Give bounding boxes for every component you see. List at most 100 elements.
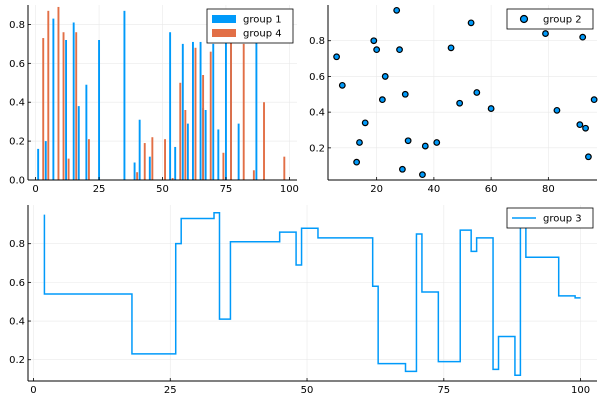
chart-panel-3: 0 25 50 75 100 0.2 0.4 0.6 0.8 group 3 (9, 205, 597, 396)
point-group-2-4 (361, 119, 369, 127)
legend: group 2 (506, 8, 594, 30)
y-tick-label: 0.6 (309, 72, 325, 83)
bar-group-1-9 (133, 162, 136, 180)
legend-label: group 3 (543, 214, 582, 225)
bar-group-4-9 (151, 137, 154, 180)
x-tick-label: 40 (428, 184, 441, 195)
bar-group-1-14 (181, 43, 184, 181)
bar-group-4-17 (222, 152, 225, 180)
legend-label: group 2 (543, 15, 582, 26)
bar-group-1-1 (44, 141, 47, 180)
x-tick-label: 25 (93, 184, 106, 195)
point-group-2-6 (373, 46, 381, 54)
bar-group-1-17 (199, 41, 202, 180)
bar-group-4-10 (164, 139, 166, 180)
point-group-2-17 (447, 44, 455, 52)
y-tick-label: 0.6 (9, 278, 25, 289)
bar-group-4-0 (42, 38, 45, 180)
bar-group-1-0 (37, 148, 40, 180)
bar-group-4-21 (263, 102, 265, 180)
bar-group-1-10 (138, 119, 141, 180)
bar-group-1-25 (255, 41, 258, 180)
legend: group 3 (506, 207, 594, 229)
chart-panel-1: 0 25 50 75 100 0.0 0.2 0.4 0.6 0.8 group 1 group 4 (9, 5, 299, 195)
y-tick-label: 0.8 (9, 20, 25, 31)
point-group-2-2 (353, 158, 361, 166)
x-tick-label: 100 (280, 184, 299, 195)
point-group-2-19 (467, 19, 475, 27)
legend-box (506, 8, 594, 30)
bar-group-1-7 (98, 40, 101, 180)
bar-group-4-2 (57, 6, 60, 181)
bar-group-1-16 (192, 41, 194, 180)
bar-group-1-22 (224, 41, 227, 180)
y-tick-label: 0.4 (309, 108, 325, 119)
bar-group-4-5 (75, 32, 78, 180)
point-group-2-27 (585, 153, 592, 161)
x-tick-label: 50 (156, 184, 169, 195)
bar-group-1-4 (72, 22, 75, 180)
point-group-2-15 (421, 142, 429, 150)
point-group-2-7 (378, 96, 386, 104)
bar-group-1-12 (169, 32, 172, 180)
bar-group-1-3 (65, 40, 68, 180)
y-tick-label: 0.4 (9, 317, 25, 328)
bar-group-1-21 (217, 129, 220, 180)
bar-group-4-7 (136, 172, 139, 180)
x-tick-label: 80 (542, 184, 555, 195)
x-tick-label: 20 (370, 184, 383, 195)
point-group-2-20 (473, 89, 481, 96)
bar-group-4-3 (62, 32, 65, 180)
bar-group-1-20 (212, 43, 215, 181)
point-group-2-24 (576, 121, 584, 129)
y-tick-label: 0.0 (9, 176, 25, 187)
x-tick-label: 25 (164, 385, 177, 396)
point-group-2-5 (370, 37, 378, 45)
bar-group-4-19 (242, 43, 245, 181)
legend: group 1 group 4 (206, 8, 294, 44)
bar-group-1-13 (174, 146, 177, 180)
bar-group-1-8 (123, 10, 126, 181)
y-tick-label: 0.6 (9, 59, 25, 70)
point-group-2-25 (579, 33, 587, 41)
point-group-2-8 (381, 73, 389, 80)
y-tick-label: 0.2 (9, 137, 25, 148)
point-group-2-3 (356, 139, 363, 146)
bar-group-4-6 (87, 139, 90, 180)
chart-panel-2: 20 40 60 80 0.2 0.4 0.6 0.8 group 2 (309, 5, 598, 195)
bar-group-1-19 (204, 110, 207, 180)
y-tick-label: 0.2 (9, 355, 25, 366)
y-tick-label: 0.8 (9, 239, 25, 250)
bar-group-4-14 (194, 47, 197, 181)
legend-box (206, 8, 294, 44)
y-tick-label: 0.8 (309, 36, 325, 47)
legend-marker (519, 14, 529, 24)
x-tick-label: 50 (301, 385, 314, 396)
point-group-2-14 (419, 171, 426, 179)
point-group-2-11 (399, 165, 406, 173)
bar-group-4-1 (47, 10, 50, 181)
y-tick-label: 0.4 (9, 98, 25, 109)
bar-group-4-11 (171, 178, 174, 180)
line-group-3 (43, 211, 581, 376)
x-tick-label: 0 (30, 385, 36, 396)
point-group-2-23 (553, 106, 561, 114)
x-tick-label: 60 (485, 184, 498, 195)
point-group-2-12 (401, 90, 409, 98)
bar-group-4-22 (283, 156, 286, 180)
legend-box (506, 207, 594, 229)
point-group-2-13 (404, 137, 412, 145)
point-group-2-28 (590, 96, 598, 104)
point-group-2-18 (456, 99, 464, 107)
y-tick-label: 0.2 (309, 143, 325, 154)
x-tick-label: 75 (437, 385, 450, 396)
bar-group-4-4 (67, 158, 70, 180)
legend-swatch (212, 15, 236, 23)
bar-group-4-12 (179, 82, 182, 180)
bar-group-4-13 (184, 110, 187, 180)
point-group-2-9 (393, 6, 401, 14)
legend-label: group 4 (243, 29, 282, 40)
point-group-2-10 (396, 46, 403, 54)
point-group-2-0 (333, 53, 340, 61)
x-tick-label: 75 (220, 184, 233, 195)
